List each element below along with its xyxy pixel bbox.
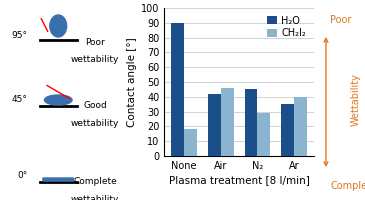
Bar (221, 88, 234, 156)
Legend: H₂O, CH₂I₂: H₂O, CH₂I₂ (264, 13, 309, 41)
Circle shape (50, 15, 67, 37)
Text: Poor: Poor (330, 15, 352, 25)
Text: wettability: wettability (71, 119, 119, 129)
Text: 0°: 0° (18, 171, 28, 180)
FancyBboxPatch shape (43, 178, 74, 181)
Bar (257, 113, 270, 156)
Text: Good: Good (83, 102, 107, 110)
Text: Wettability: Wettability (351, 74, 361, 126)
Text: wettability: wettability (71, 55, 119, 64)
Text: Complete: Complete (330, 181, 365, 191)
Bar (281, 104, 294, 156)
Text: Poor: Poor (85, 38, 105, 47)
Text: wettability: wettability (71, 196, 119, 200)
X-axis label: Plasma treatment [8 l/min]: Plasma treatment [8 l/min] (169, 175, 310, 185)
Bar (171, 23, 184, 156)
Text: 95°: 95° (12, 31, 28, 40)
Bar (245, 89, 257, 156)
Bar (208, 94, 221, 156)
Bar (184, 129, 197, 156)
Bar (294, 97, 307, 156)
Text: 45°: 45° (12, 96, 28, 104)
Text: Complete: Complete (73, 178, 117, 186)
Y-axis label: Contact angle [°]: Contact angle [°] (127, 37, 137, 127)
Ellipse shape (45, 95, 72, 105)
